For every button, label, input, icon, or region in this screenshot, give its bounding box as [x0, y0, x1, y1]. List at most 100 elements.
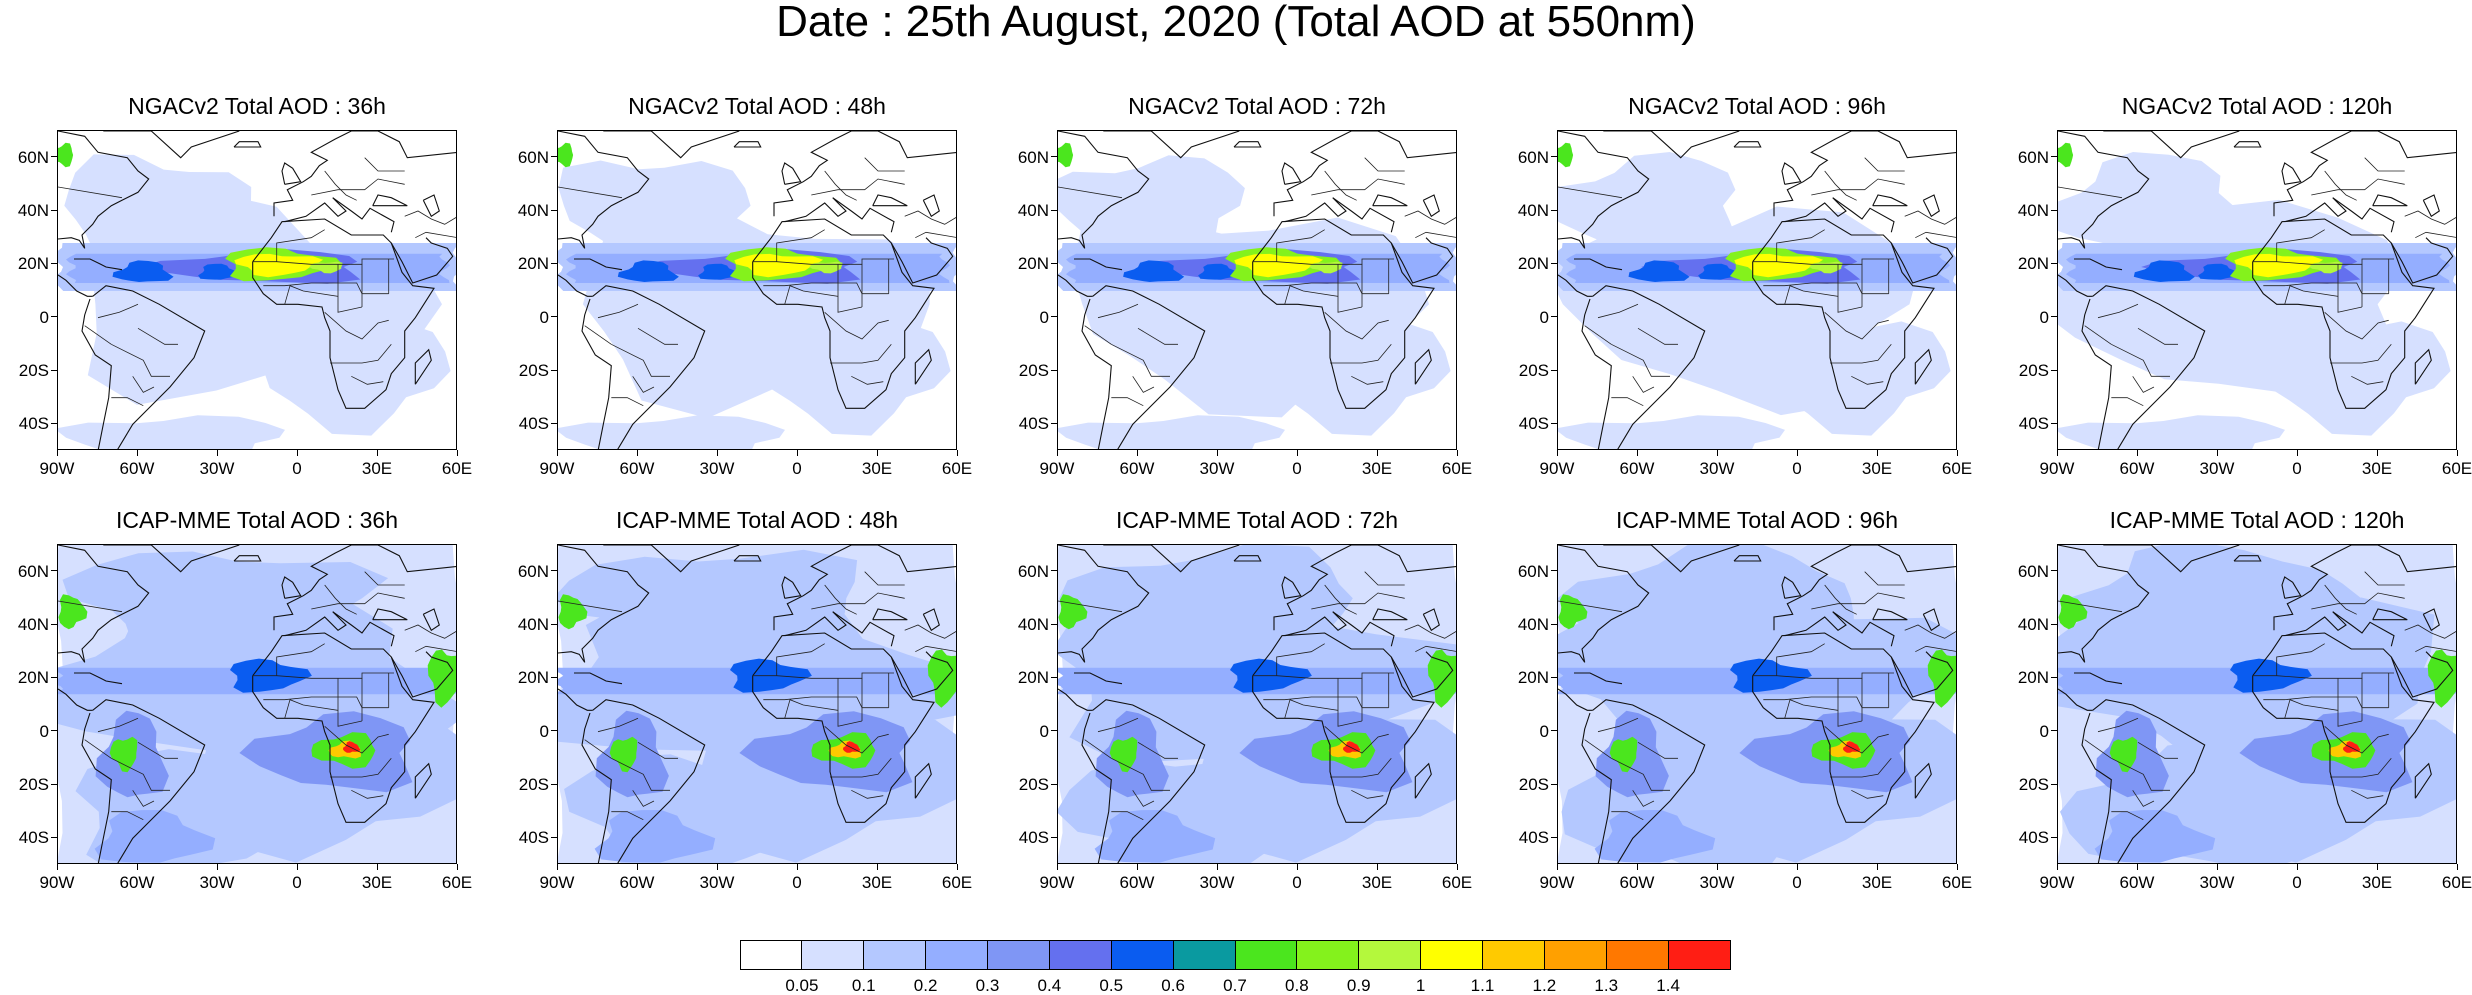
- lat-tick-label: 40N: [1517, 615, 1549, 634]
- coastline-northamerica: [1058, 545, 1150, 663]
- lon-tick: [456, 864, 458, 870]
- lon-tick: [56, 864, 58, 870]
- lon-tick-label: 30W: [2199, 459, 2235, 478]
- lat-tick-label: 20N: [517, 254, 549, 274]
- country-border: [1851, 789, 1884, 799]
- lat-tick: [551, 623, 557, 625]
- coastline-centralamerica: [2058, 688, 2093, 711]
- coastline-africa: [252, 218, 435, 409]
- coastline-arabia: [1890, 651, 1954, 698]
- lat-tick-label: 60N: [1017, 561, 1049, 581]
- coastline-northamerica: [1558, 131, 1650, 249]
- lat-tick: [1051, 676, 1057, 678]
- aod-shading: [594, 810, 716, 863]
- country-border: [1097, 303, 1139, 319]
- country-border: [111, 757, 170, 791]
- coastline-arabia: [890, 237, 954, 284]
- colorbar-segment: [863, 940, 927, 970]
- lon-tick-label: 90W: [2039, 459, 2075, 478]
- aod-shading: [1058, 594, 1088, 630]
- lon-tick: [1056, 450, 1058, 456]
- lon-tick-label: 0: [292, 873, 302, 892]
- coastline-northamerica: [558, 131, 650, 249]
- country-border: [1084, 739, 1112, 759]
- lat-tick-label: 40N: [1017, 201, 1049, 220]
- lon-tick-label: 30E: [2361, 459, 2393, 478]
- country-border: [1324, 584, 1357, 615]
- lon-tick: [136, 864, 138, 870]
- lat-tick-label: 0: [1539, 307, 1549, 327]
- lon-tick-label: 0: [1792, 873, 1802, 892]
- country-border: [776, 229, 825, 262]
- coastline-mediterranean: [284, 197, 395, 233]
- coastline-europe: [1273, 545, 1456, 631]
- country-border: [284, 285, 363, 313]
- country-border: [284, 699, 363, 727]
- lon-tick-label: 60W: [619, 873, 655, 892]
- coastline-northamerica: [58, 131, 150, 249]
- aod-shading: [1698, 263, 1741, 280]
- coastline-iceland: [1233, 555, 1262, 562]
- aod-shading: [1558, 142, 1574, 168]
- lon-tick-label: 30E: [861, 873, 893, 892]
- coastline-southamerica: [2081, 699, 2206, 863]
- lat-tick-label: 20N: [517, 668, 549, 688]
- map-area: [57, 130, 457, 450]
- lat-tick-label: 40N: [1517, 201, 1549, 220]
- lat-tick: [1551, 836, 1557, 838]
- map-area: [557, 544, 957, 864]
- lat-tick-label: 20S: [1518, 775, 1549, 794]
- lon-tick-label: 60E: [1441, 459, 1473, 478]
- coastline-caribbean: [2074, 258, 2123, 271]
- lon-tick-label: 30E: [1861, 873, 1893, 892]
- country-border: [811, 592, 905, 610]
- panel-title: ICAP-MME Total AOD : 72h: [1115, 507, 1399, 533]
- country-border: [851, 375, 884, 385]
- country-border: [2284, 285, 2363, 313]
- lat-tick-label: 20N: [1517, 254, 1549, 274]
- lon-tick: [1556, 450, 1558, 456]
- lat-tick: [1051, 316, 1057, 318]
- lat-tick: [2051, 262, 2057, 264]
- country-border: [252, 258, 394, 265]
- country-border: [1558, 186, 1623, 199]
- coastline-greenland: [1603, 545, 1740, 573]
- country-border: [1252, 672, 1394, 679]
- lat-tick: [551, 836, 557, 838]
- coastline-caspian: [922, 608, 940, 632]
- country-border: [1851, 375, 1884, 385]
- lon-tick-label: 60W: [619, 459, 655, 478]
- aod-shading: [2058, 152, 2258, 250]
- aod-shading: [1558, 594, 1588, 630]
- lat-tick: [2051, 570, 2057, 572]
- country-border: [2364, 157, 2405, 172]
- aod-map: [2058, 131, 2456, 449]
- aod-shading: [2058, 594, 2088, 630]
- country-border: [324, 725, 389, 754]
- lon-tick: [1796, 864, 1798, 870]
- lat-tick-label: 60N: [2017, 561, 2049, 581]
- lon-tick: [2296, 450, 2298, 456]
- lon-tick: [1556, 864, 1558, 870]
- lat-tick-label: 40N: [1017, 615, 1049, 634]
- country-border: [824, 311, 889, 340]
- aod-shading: [1059, 545, 1353, 654]
- lat-tick: [51, 209, 57, 211]
- aod-map: [58, 131, 456, 449]
- coastline-mediterranean: [1284, 611, 1395, 647]
- country-border: [2137, 741, 2178, 759]
- country-border: [2415, 645, 2456, 653]
- lon-tick: [2216, 450, 2218, 456]
- aod-map: [1558, 545, 1956, 863]
- lon-tick-label: 0: [2292, 459, 2302, 478]
- lat-tick-label: 40N: [517, 615, 549, 634]
- lon-tick-label: 60E: [941, 873, 973, 892]
- country-border: [324, 584, 357, 615]
- lon-tick-label: 30E: [1361, 873, 1393, 892]
- aod-shading: [1109, 736, 1138, 773]
- lon-tick-label: 30W: [1699, 873, 1735, 892]
- country-border: [2058, 186, 2123, 199]
- country-border: [637, 741, 678, 759]
- coastline-blacksea: [1372, 608, 1408, 621]
- aod-map: [1058, 131, 1456, 449]
